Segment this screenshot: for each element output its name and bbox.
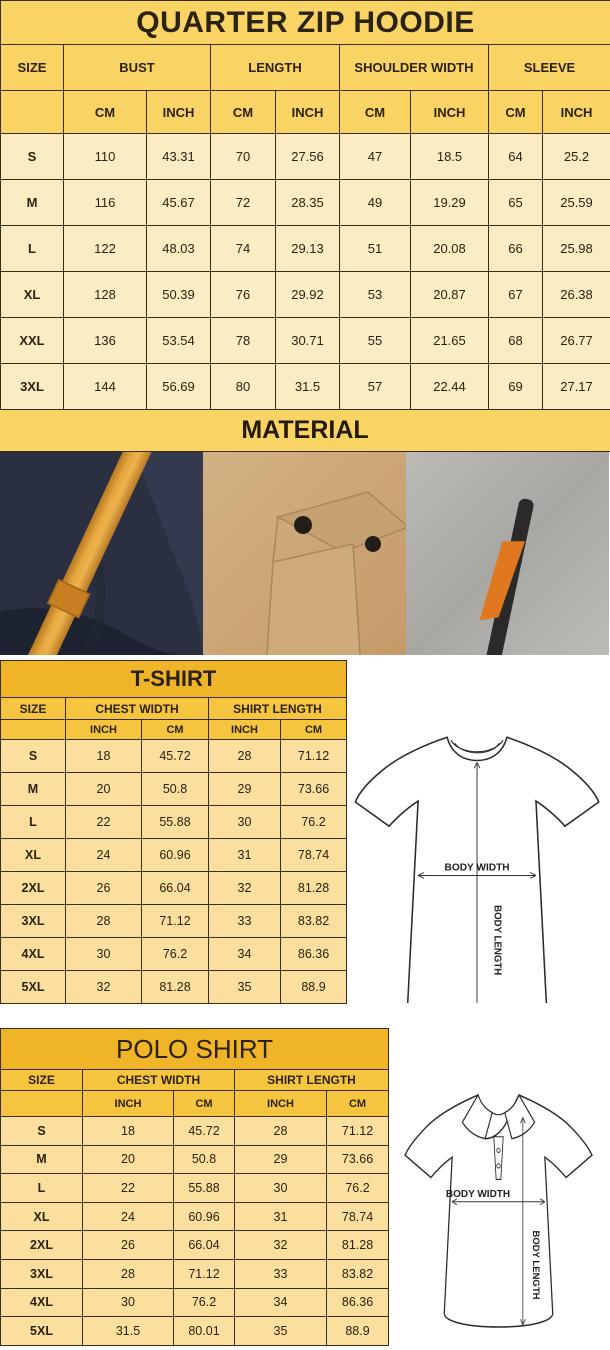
svg-text:BODY LENGTH: BODY LENGTH: [530, 1231, 541, 1300]
svg-text:BODY WIDTH: BODY WIDTH: [445, 863, 510, 874]
svg-text:BODY WIDTH: BODY WIDTH: [446, 1189, 510, 1200]
svg-text:BODY LENGTH: BODY LENGTH: [491, 905, 502, 975]
